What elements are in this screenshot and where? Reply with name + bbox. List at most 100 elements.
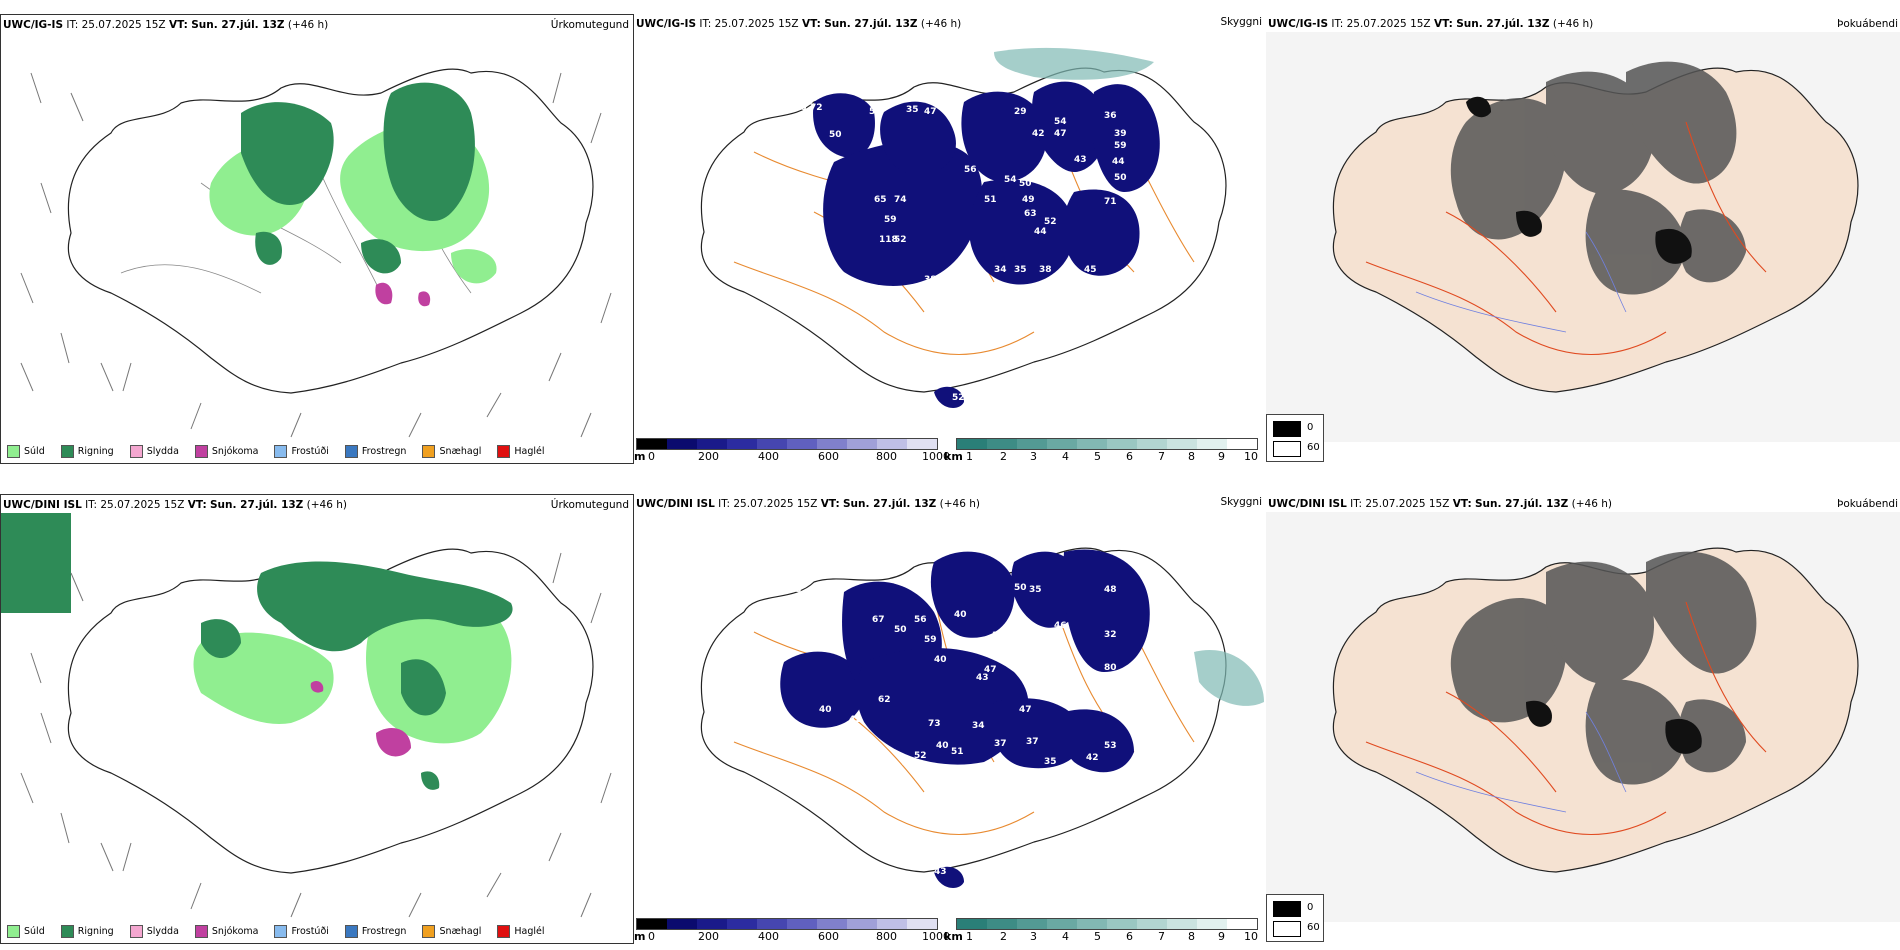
tick-label: 5 <box>1094 450 1101 463</box>
tick-label: 1 <box>966 930 973 943</box>
cloud-base-value: 74 <box>894 195 907 205</box>
tick-label: 1 <box>966 450 973 463</box>
tick-label: 3 <box>1030 450 1037 463</box>
visibility-colorbar <box>956 438 1258 450</box>
legend-item: Frostregn <box>344 925 406 938</box>
legend-item: Snæhagl <box>422 925 481 938</box>
cloud-base-value: 46 <box>1054 621 1067 631</box>
fog-legend: 0 60 <box>1266 414 1324 462</box>
cloud-base-value: 47 <box>902 759 915 769</box>
cloud-base-value: 56 <box>1104 675 1117 685</box>
snow-areas <box>375 282 431 307</box>
tick-label: 9 <box>1218 930 1225 943</box>
cloud-base-value: 46 <box>794 103 807 113</box>
cloud-base-value: 67 <box>784 85 797 95</box>
cloud-base-value: 56 <box>914 615 927 625</box>
legend-swatch <box>422 445 436 458</box>
cloud-base-value: 37 <box>1026 737 1039 747</box>
legend-swatch <box>497 925 511 938</box>
tick-label: 2 <box>1000 930 1007 943</box>
precip-panel-top: UWC/IG-IS IT: 25.07.2025 15Z VT: Sun. 27… <box>0 14 634 464</box>
legend-swatch <box>129 445 143 458</box>
cloud-base-value: 42 <box>1086 753 1099 763</box>
cloud-base-value: 29 <box>1014 107 1027 117</box>
legend-swatch <box>274 445 288 458</box>
tick-label: 3 <box>1030 930 1037 943</box>
tick-label: 1000 <box>922 930 950 943</box>
cloud-base-value: 44 <box>1054 685 1067 695</box>
cloud-base-value: 53 <box>789 585 802 595</box>
fog-dense <box>1526 700 1702 754</box>
fog-legend-light <box>1273 921 1301 937</box>
wind-barbs <box>20 552 612 918</box>
panel-header: UWC/DINI ISL IT: 25.07.2025 15Z VT: Sun.… <box>636 498 981 510</box>
cloud-base-value: 49 <box>1022 195 1035 205</box>
panel-header: UWC/DINI ISL IT: 25.07.2025 15Z VT: Sun.… <box>3 499 348 511</box>
fog-legend-light <box>1273 441 1301 457</box>
tick-label: 4 <box>1062 930 1069 943</box>
cloud-base-value: 46 <box>1104 287 1117 297</box>
legend-item: Snjókoma <box>194 445 258 458</box>
tick-label: 6 <box>1126 450 1133 463</box>
panel-title: Þokuábendi <box>1837 18 1898 30</box>
cloud-base-colorbar <box>636 438 938 450</box>
panel-header: UWC/DINI ISL IT: 25.07.2025 15Z VT: Sun.… <box>1268 498 1613 510</box>
panel-title: Skyggni <box>1220 16 1263 28</box>
cloud-base-value: 52 <box>1044 217 1057 227</box>
tick-label: 8 <box>1188 450 1195 463</box>
cloud-base-value: 47 <box>924 107 937 117</box>
cloud-base-value: 56 <box>964 165 977 175</box>
cloud-base-value: 118 <box>879 235 898 245</box>
cloud-unit: m <box>634 450 646 463</box>
cloud-base-value: 42 <box>1032 129 1045 139</box>
cloud-base-value: 54 <box>1054 117 1067 127</box>
legend-item: Snjókoma <box>194 925 258 938</box>
fog-legend-dark-label: 0 <box>1307 422 1314 433</box>
cloud-base-value: 36 <box>1104 111 1117 121</box>
vis-unit: km <box>944 930 963 943</box>
cloud-base-colorbar <box>636 918 938 930</box>
panel-header: UWC/IG-IS IT: 25.07.2025 15Z VT: Sun. 27… <box>3 19 329 31</box>
cloud-base-value: 71 <box>1104 197 1117 207</box>
legend-item: Frostregn <box>344 445 406 458</box>
cloud-base-value: 50 <box>894 625 907 635</box>
cloud-panel-bottom: UWC/DINI ISL IT: 25.07.2025 15Z VT: Sun.… <box>634 494 1266 944</box>
cloud-base-value: 40 <box>954 610 967 620</box>
legend-item: Slydda <box>129 445 179 458</box>
low-vis-area <box>1194 650 1264 706</box>
iceland-outline <box>67 68 594 394</box>
fog-legend-dark-label: 0 <box>1307 902 1314 913</box>
cloud-base-value: 52 <box>952 393 965 403</box>
cloud-base-value: 45 <box>1084 265 1097 275</box>
cloud-base-value: 72 <box>810 103 823 113</box>
panel-header: UWC/IG-IS IT: 25.07.2025 15Z VT: Sun. 27… <box>636 18 962 30</box>
rain-areas <box>201 561 513 790</box>
low-vis-area <box>994 47 1154 80</box>
cloud-base-value: 53 <box>1104 741 1117 751</box>
tick-label: 9 <box>1218 450 1225 463</box>
cloud-base-value: 61 <box>804 615 817 625</box>
cloud-base-value: 43 <box>976 673 989 683</box>
cloud-base-value: 38 <box>1039 265 1052 275</box>
precip-panel-bottom: UWC/DINI ISL IT: 25.07.2025 15Z VT: Sun.… <box>0 494 634 944</box>
cloud-base-value: 52 <box>894 235 907 245</box>
cloud-base-value: 32 <box>1104 630 1117 640</box>
cloud-base-value: 35 <box>1029 585 1042 595</box>
cloud-base-value: 50 <box>1019 179 1032 189</box>
legend-swatch <box>60 925 74 938</box>
legend-item: Frostúði <box>274 925 329 938</box>
precip-map-top <box>20 68 612 438</box>
tick-label: 400 <box>758 930 779 943</box>
fog-legend: 0 60 <box>1266 894 1324 942</box>
tick-label: 8 <box>1188 930 1195 943</box>
snow-areas <box>310 680 411 757</box>
legend-swatch <box>7 925 20 938</box>
legend-swatch <box>344 925 358 938</box>
fog-panel-top: UWC/IG-IS IT: 25.07.2025 15Z VT: Sun. 27… <box>1266 14 1900 464</box>
cloud-base-value: 59 <box>884 215 897 225</box>
cloud-base-value: 44 <box>1034 227 1047 237</box>
cloud-base-value: 35 <box>1014 265 1027 275</box>
tick-label: 0 <box>648 450 655 463</box>
